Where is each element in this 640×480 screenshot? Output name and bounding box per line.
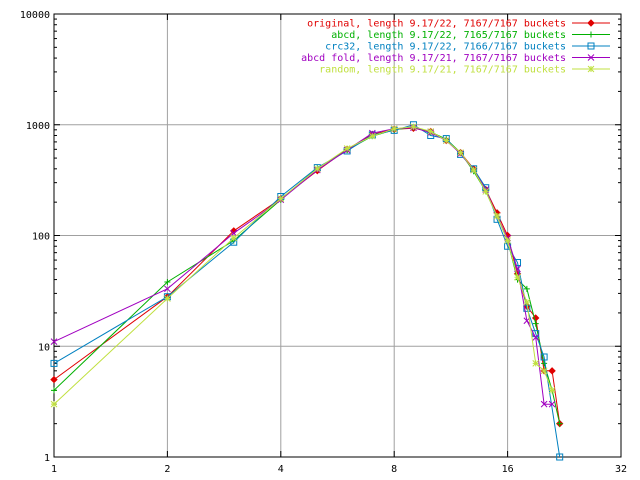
data-point [410,123,417,131]
y-tick-label: 1000 [26,121,50,132]
axis-ticks: 1 2 4 8 16 32 1 10 100 1000 10000 [20,10,627,475]
x-tick-label: 4 [278,464,284,475]
data-point [369,132,376,140]
x-tick-label: 2 [164,464,170,475]
data-point [587,19,595,27]
data-point [556,453,564,461]
legend-entry: original, length 9.17/22, 7167/7167 buck… [307,19,610,30]
data-point [514,259,522,267]
data-point [523,298,531,306]
data-point [532,360,540,367]
legend-label: crc32, length 9.17/22, 7166/7167 buckets [325,42,566,53]
y-tick-label: 1 [44,453,50,464]
data-point [164,279,171,286]
data-point [504,237,511,244]
data-point [514,273,521,281]
data-point [390,125,398,133]
data-point [532,334,540,341]
data-point [541,360,548,367]
data-point [587,42,595,50]
legend-entry: crc32, length 9.17/22, 7166/7167 buckets [325,42,610,53]
data-point [50,338,58,346]
data-point [556,420,563,427]
data-point [548,386,556,394]
y-tick-label: 10000 [20,10,50,21]
y-tick-label: 10 [38,342,50,353]
data-point [540,367,548,375]
data-point [532,320,539,327]
data-point [540,353,548,361]
legend-label: abcd, length 9.17/22, 7165/7167 buckets [331,30,566,41]
data-point [523,285,530,292]
x-tick-label: 32 [615,464,627,475]
data-point [164,295,171,302]
x-tick-label: 8 [391,464,397,475]
data-point [587,54,595,61]
data-point [427,128,435,135]
series-5 [50,123,556,408]
data-point [470,166,477,174]
data-point [313,165,321,173]
y-tick-label: 100 [32,232,50,243]
data-point [164,285,171,293]
data-point [442,137,450,144]
data-point [50,400,58,408]
x-tick-label: 1 [51,464,57,475]
data-point [50,375,58,384]
data-point [230,229,238,237]
data-point [587,65,595,73]
data-point [50,359,58,367]
data-point [540,400,548,408]
grid [54,14,621,457]
legend-label: random, length 9.17/21, 7167/7167 bucket… [319,65,566,76]
data-point [482,188,490,195]
legend: original, length 9.17/22, 7167/7167 buck… [301,19,610,76]
series-layer [50,121,564,461]
data-point [548,400,556,408]
data-point [51,387,57,394]
legend-label: original, length 9.17/22, 7167/7167 buck… [307,19,566,30]
data-point [277,195,285,203]
legend-label: abcd fold, length 9.17/21, 7167/7167 buc… [301,53,566,64]
data-point [230,234,238,242]
legend-entry: abcd fold, length 9.17/21, 7167/7167 buc… [301,53,610,64]
legend-entry: abcd, length 9.17/22, 7165/7167 buckets [331,30,610,41]
legend-entry: random, length 9.17/21, 7167/7167 bucket… [319,65,610,76]
data-point [548,367,556,375]
data-point [230,227,238,235]
data-point [493,212,501,220]
data-point [343,145,351,152]
data-point [588,31,594,38]
x-tick-label: 16 [502,464,514,475]
data-point [457,149,464,156]
